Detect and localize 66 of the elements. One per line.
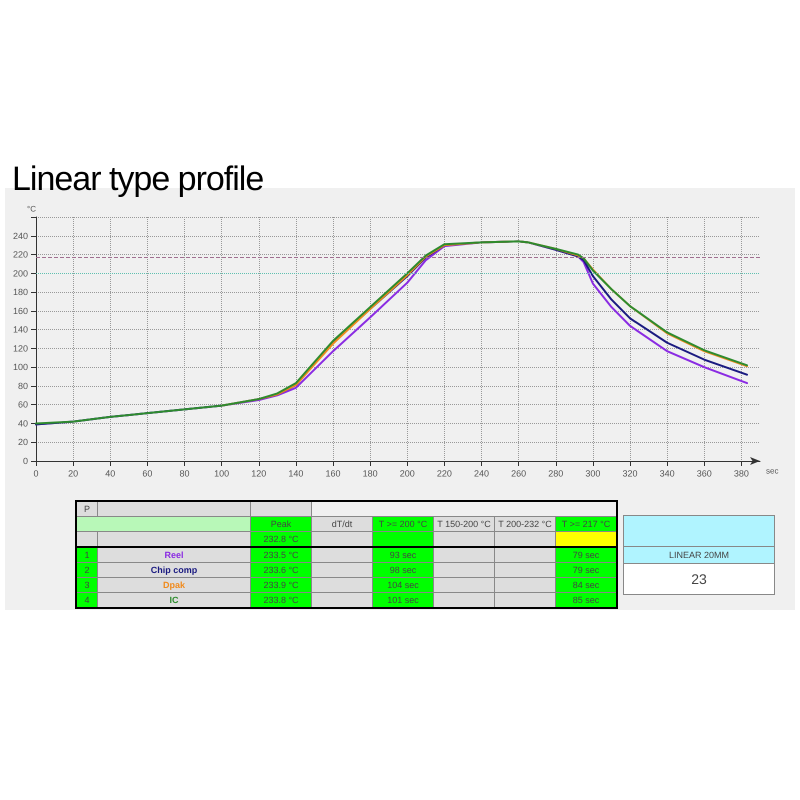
y-tick-label: 60 (18, 400, 28, 410)
y-tick-label: 240 (12, 230, 28, 241)
x-tick-label: 300 (585, 468, 600, 478)
text: Dpak (98, 578, 250, 592)
text: 233.9 °C (250, 578, 312, 592)
x-tick-label: 220 (436, 468, 452, 478)
text: 98 sec (372, 562, 434, 578)
y-tick-label: 40 (18, 418, 28, 428)
y-tick-label: 20 (18, 437, 28, 448)
x-tick-label: 40 (105, 468, 116, 478)
text: 104 sec (372, 578, 434, 592)
text: 1 (76, 547, 98, 562)
text: Reel (98, 547, 250, 562)
y-tick-label: 0 (22, 456, 28, 466)
x-tick-label: 240 (474, 468, 490, 478)
text: 232.8 °C (250, 532, 312, 547)
y-tick-label: 180 (12, 287, 28, 298)
x-tick-label: 380 (734, 468, 749, 478)
text: Peak (250, 516, 312, 532)
text: 84 sec (556, 578, 617, 592)
text: T 150-200 °C (434, 516, 494, 532)
x-tick-label: 140 (288, 468, 304, 478)
text: 3 (76, 578, 98, 592)
text: T >= 217 °C (556, 516, 617, 532)
x-tick-label: 360 (696, 468, 712, 478)
text: 23 (624, 564, 774, 594)
text: IC (98, 592, 250, 608)
text: 93 sec (372, 547, 434, 562)
x-axis-title: sec (766, 466, 778, 476)
y-tick-label: 160 (12, 306, 28, 316)
x-tick-label: 60 (142, 468, 152, 478)
x-tick-label: 80 (180, 468, 190, 478)
text: LINEAR 20MM (624, 546, 774, 564)
x-tick-label: 280 (548, 468, 564, 478)
x-tick-label: 100 (214, 468, 230, 478)
text: 4 (76, 592, 98, 608)
text: dT/dt (312, 516, 372, 532)
text: 101 sec (372, 592, 434, 608)
y-tick-label: 200 (12, 268, 28, 278)
x-tick-label: 0 (33, 468, 39, 478)
text: T 200-232 °C (494, 516, 556, 532)
x-tick-label: 160 (326, 468, 341, 478)
text: 233.8 °C (250, 592, 312, 608)
x-tick-label: 340 (660, 468, 675, 478)
text: T >= 200 °C (372, 516, 434, 532)
text: 79 sec (556, 562, 617, 578)
y-tick-label: 120 (12, 343, 28, 354)
y-tick-label: 220 (12, 250, 28, 260)
y-tick-label: 140 (12, 324, 28, 335)
text: 233.6 °C (250, 562, 312, 578)
x-tick-label: 180 (362, 468, 378, 478)
x-tick-label: 320 (622, 468, 638, 478)
x-tick-label: 260 (511, 468, 526, 478)
text: Chip comp (98, 562, 250, 578)
y-axis-title: °C (27, 204, 36, 214)
x-tick-label: 200 (400, 468, 415, 478)
y-tick-label: 80 (18, 380, 28, 391)
text: P (76, 501, 98, 516)
text: 2 (76, 562, 98, 578)
x-tick-label: 120 (251, 468, 266, 478)
text: 233.5 °C (250, 547, 312, 562)
text: 85 sec (556, 592, 617, 608)
chart-title: Linear type profile (12, 160, 264, 199)
text: 79 sec (556, 547, 617, 562)
y-tick-label: 100 (12, 362, 28, 372)
x-tick-label: 20 (68, 468, 78, 478)
